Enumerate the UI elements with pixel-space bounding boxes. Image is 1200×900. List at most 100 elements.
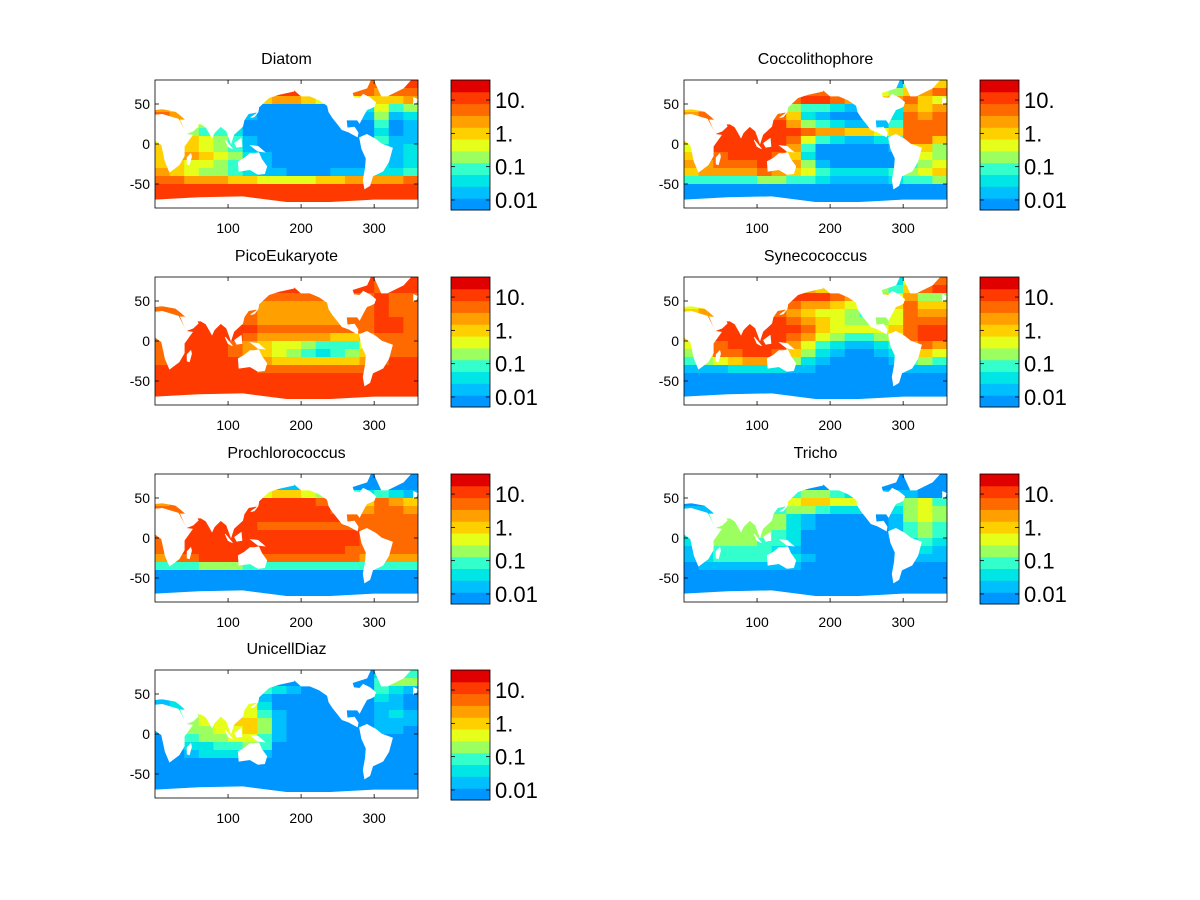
field-cell — [844, 570, 860, 579]
land-mass — [779, 107, 789, 118]
field-cell — [698, 381, 714, 390]
field-cell — [859, 192, 875, 201]
field-cell — [815, 538, 831, 547]
field-cell — [271, 293, 287, 302]
field-cell — [888, 192, 904, 201]
field-cell — [388, 341, 404, 350]
field-cell — [155, 570, 171, 579]
field-cell — [301, 570, 317, 579]
field-cell — [257, 349, 273, 358]
field-cell — [388, 293, 404, 302]
field-cell — [403, 152, 419, 161]
field-cell — [757, 357, 773, 366]
field-cell — [786, 381, 802, 390]
field-cell — [198, 554, 214, 563]
field-cell — [257, 136, 273, 145]
field-cell — [403, 389, 419, 398]
field-cell — [359, 522, 375, 531]
field-cell — [344, 365, 360, 374]
field-cell — [315, 562, 331, 571]
colorbar-level — [451, 312, 490, 325]
land-mass — [186, 152, 192, 166]
field-cell — [873, 546, 889, 555]
field-cell — [257, 184, 273, 193]
field-cell — [344, 570, 360, 579]
field-cell — [786, 301, 802, 310]
field-cell — [242, 702, 258, 711]
field-cell — [330, 718, 346, 727]
field-cell — [330, 176, 346, 185]
field-cell — [917, 184, 933, 193]
field-cell — [403, 192, 419, 201]
field-cell — [830, 546, 846, 555]
field-cell — [286, 498, 302, 507]
field-cell — [344, 373, 360, 382]
colorbar-level — [451, 103, 490, 116]
field-cell — [388, 546, 404, 555]
field-cell — [800, 301, 816, 310]
field-cell — [873, 554, 889, 563]
field-cell — [873, 538, 889, 547]
field-cell — [698, 586, 714, 595]
land-mass — [373, 277, 412, 294]
field-cell — [684, 546, 700, 555]
field-cell — [257, 538, 273, 547]
x-tick-label: 300 — [891, 417, 915, 433]
field-cell — [713, 562, 729, 571]
field-cell — [771, 381, 787, 390]
field-cell — [932, 538, 948, 547]
field-cell — [932, 80, 948, 89]
field-cell — [359, 678, 375, 687]
land-mass — [763, 334, 772, 345]
field-cell — [932, 530, 948, 539]
field-cell — [228, 530, 244, 539]
field-cell — [844, 168, 860, 177]
field-cell — [830, 578, 846, 587]
field-cell — [374, 293, 390, 302]
field-cell — [873, 514, 889, 523]
land-mass — [763, 531, 772, 542]
field-cell — [403, 136, 419, 145]
field-cell — [359, 482, 375, 491]
field-cell — [374, 758, 390, 767]
field-cell — [315, 112, 331, 121]
field-cell — [757, 349, 773, 358]
field-cell — [800, 365, 816, 374]
field-cell — [315, 389, 331, 398]
field-cell — [844, 389, 860, 398]
field-cell — [403, 506, 419, 515]
field-cell — [213, 373, 229, 382]
field-cell — [403, 120, 419, 129]
field-cell — [917, 144, 933, 153]
field-cell — [757, 136, 773, 145]
field-cell — [713, 570, 729, 579]
field-cell — [830, 96, 846, 105]
field-cell — [388, 285, 404, 294]
field-cell — [242, 365, 258, 374]
field-cell — [786, 136, 802, 145]
field-cell — [903, 578, 919, 587]
field-cell — [844, 333, 860, 342]
field-cell — [359, 317, 375, 326]
land-mass — [250, 107, 260, 118]
field-cell — [301, 389, 317, 398]
field-cell — [742, 546, 758, 555]
colorbar-tick-label: 1. — [495, 515, 513, 540]
field-cell — [213, 554, 229, 563]
field-cell — [815, 285, 831, 294]
field-cell — [184, 144, 200, 153]
land-mass — [179, 119, 199, 135]
field-cell — [388, 88, 404, 97]
land-mass — [779, 501, 789, 512]
field-cell — [713, 522, 729, 531]
field-cell — [403, 514, 419, 523]
colorbar-level — [451, 670, 490, 683]
field-cell — [757, 373, 773, 382]
field-cell — [757, 538, 773, 547]
field-cell — [198, 718, 214, 727]
field-cell — [403, 694, 419, 703]
field-cell — [742, 128, 758, 137]
field-cell — [830, 160, 846, 169]
field-cell — [169, 702, 185, 711]
colorbar-level — [451, 150, 490, 164]
